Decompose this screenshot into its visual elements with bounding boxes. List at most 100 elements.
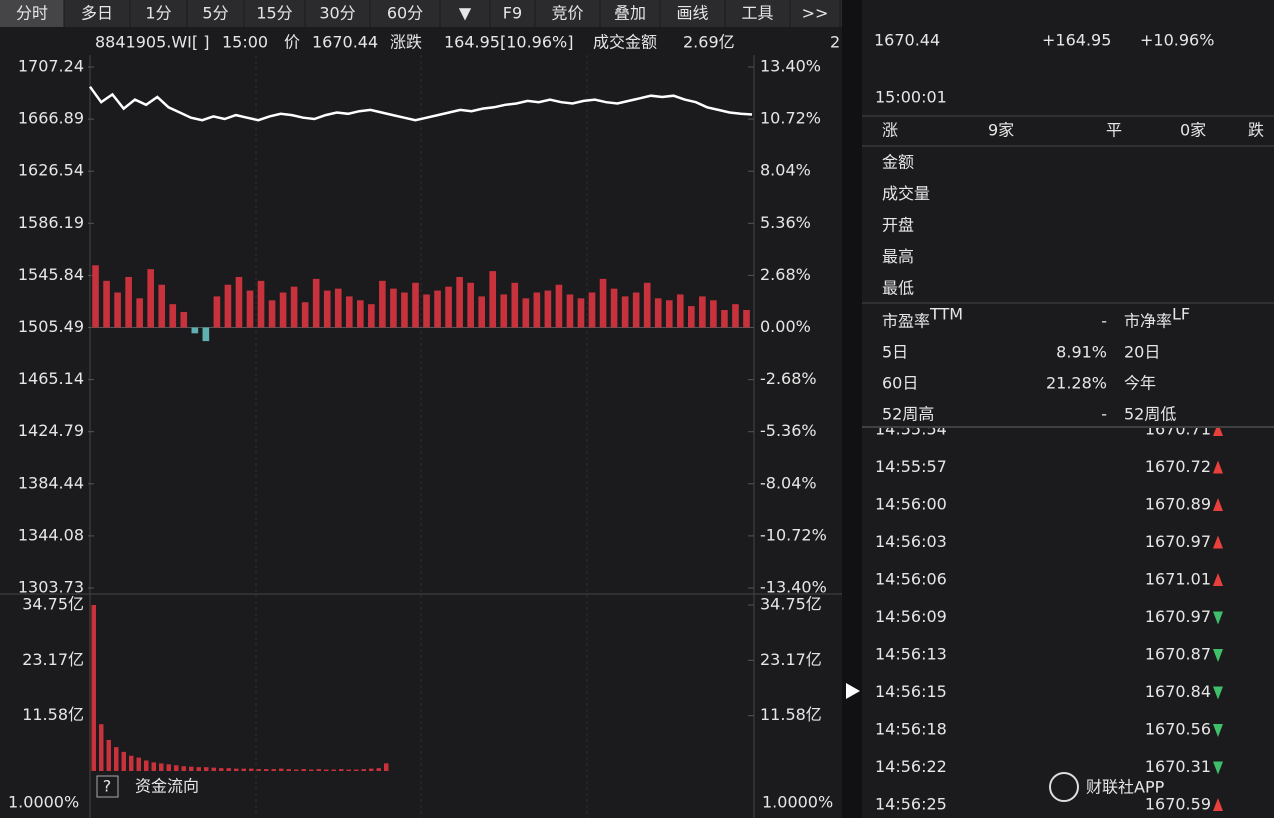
tab[interactable]: 1分	[145, 4, 171, 23]
trade-time: 14:56:25	[875, 795, 947, 814]
trade-arrow	[1213, 724, 1223, 737]
tab[interactable]: F9	[503, 4, 522, 23]
bar	[434, 290, 441, 328]
ratio-label: 52周低	[1124, 405, 1176, 424]
bar	[599, 278, 607, 328]
y2-tick-label: 23.17亿	[760, 650, 822, 669]
weibo-icon	[1049, 772, 1079, 802]
trade-arrow	[1213, 428, 1223, 436]
bar	[384, 763, 389, 771]
bar	[346, 769, 351, 771]
bar	[522, 298, 530, 328]
breadth: 跌	[1248, 121, 1264, 140]
y2-tick-label: 11.58亿	[760, 705, 822, 724]
bar	[129, 755, 134, 771]
trade-time: 14:56:09	[875, 607, 947, 626]
trade-time: 14:56:13	[875, 645, 947, 664]
bar	[566, 294, 574, 328]
help-box[interactable]	[96, 775, 119, 798]
bar	[204, 767, 209, 771]
bar	[114, 292, 121, 328]
bar	[158, 284, 166, 328]
bar	[144, 760, 149, 771]
bar	[202, 327, 210, 342]
y-tick-label: 1465.14	[18, 369, 84, 388]
tab[interactable]: >>	[802, 4, 829, 23]
bar	[309, 769, 314, 771]
tab[interactable]: 分时	[16, 4, 48, 23]
bar	[743, 310, 750, 328]
trade-price: 1670.71	[1145, 420, 1211, 439]
expand-arrow[interactable]	[846, 683, 860, 699]
ratio-value: 8.91%	[1056, 343, 1107, 362]
tab[interactable]: ▼	[459, 4, 472, 23]
help[interactable]: ?	[103, 777, 112, 796]
bar	[654, 298, 662, 328]
tab[interactable]: 叠加	[614, 4, 646, 23]
ratio-label: 20日	[1124, 343, 1160, 362]
y2-tick-label: 10.72%	[760, 109, 821, 128]
trade-time: 14:56:06	[875, 570, 947, 589]
bar	[339, 769, 344, 771]
quote-time: 15:00:01	[875, 88, 947, 107]
trade-price: 1670.97	[1145, 607, 1211, 626]
trade-arrow	[1213, 535, 1223, 549]
quote-price: 1670.44	[874, 31, 940, 50]
tab[interactable]: 多日	[81, 4, 113, 23]
breadth: 涨	[882, 121, 898, 140]
trade-price: 1670.31	[1145, 757, 1211, 776]
y-tick-label: 11.58亿	[22, 705, 84, 724]
bar	[189, 766, 194, 771]
trade-time: 14:55:54	[875, 420, 947, 439]
bar	[699, 296, 706, 328]
bar	[710, 300, 717, 328]
tab[interactable]: 60分	[387, 4, 423, 23]
info-price: 1670.44	[312, 33, 378, 52]
y2-tick-label: 8.04%	[760, 161, 811, 180]
bar	[290, 286, 298, 328]
tab[interactable]: 30分	[319, 4, 355, 23]
y2-tick-label: 13.40%	[760, 57, 821, 76]
bar	[279, 768, 284, 771]
bar	[181, 766, 186, 771]
y2-tick-label: -2.68%	[760, 369, 817, 388]
trade-time: 14:56:03	[875, 532, 947, 551]
trade-price: 1670.97	[1145, 532, 1211, 551]
tab[interactable]: 竞价	[551, 4, 583, 23]
tab[interactable]: 画线	[676, 4, 708, 23]
bar	[376, 768, 381, 771]
y2-tick-label: 34.75亿	[760, 595, 822, 614]
trade-arrow	[1213, 761, 1223, 775]
trade-price: 1670.72	[1145, 457, 1211, 476]
bar	[166, 764, 171, 771]
bar	[511, 282, 519, 328]
trade-price: 1670.56	[1145, 720, 1211, 739]
bar	[368, 304, 375, 328]
field-label: 金额	[882, 153, 914, 172]
bar	[665, 300, 673, 328]
bar	[224, 284, 232, 328]
bar	[354, 769, 359, 771]
tab[interactable]: 工具	[741, 4, 773, 23]
caption: 资金流向	[135, 777, 199, 796]
bar	[249, 768, 254, 771]
bar	[264, 769, 269, 771]
y-tick-label: 1303.73	[18, 578, 84, 597]
field-label: 成交量	[882, 184, 930, 203]
bar	[256, 769, 261, 771]
info-time: 15:00	[222, 33, 268, 52]
ratio-sup: LF	[1172, 305, 1190, 324]
trade-price: 1670.84	[1145, 682, 1211, 701]
ratio-value: 21.28%	[1046, 374, 1107, 393]
info-price-label: 价	[284, 33, 300, 52]
bar	[174, 765, 179, 771]
bar	[324, 769, 329, 771]
bar	[301, 302, 309, 328]
tab[interactable]: 15分	[256, 4, 292, 23]
info-extra: 2	[830, 33, 840, 52]
trade-price: 1670.59	[1145, 795, 1211, 814]
bar	[114, 747, 119, 771]
y2-tick-label: 2.68%	[760, 265, 811, 284]
tab[interactable]: 5分	[202, 4, 228, 23]
